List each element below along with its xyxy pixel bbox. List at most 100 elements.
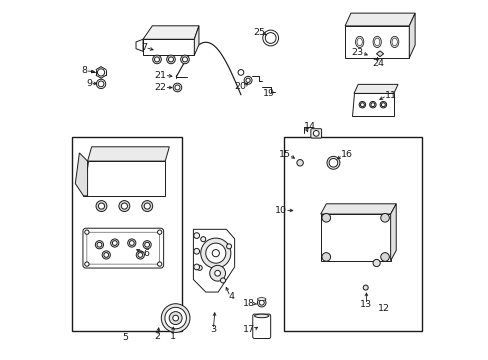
Text: 4: 4 bbox=[228, 292, 234, 301]
Polygon shape bbox=[75, 153, 87, 196]
Polygon shape bbox=[87, 147, 169, 161]
Circle shape bbox=[372, 260, 380, 267]
Circle shape bbox=[129, 240, 134, 246]
Text: 25: 25 bbox=[253, 28, 265, 37]
Circle shape bbox=[193, 248, 199, 254]
Circle shape bbox=[97, 242, 102, 247]
Circle shape bbox=[138, 253, 142, 257]
Circle shape bbox=[328, 158, 337, 167]
Circle shape bbox=[169, 312, 182, 324]
Circle shape bbox=[164, 307, 186, 329]
Polygon shape bbox=[136, 39, 142, 51]
Circle shape bbox=[265, 33, 276, 43]
Circle shape bbox=[321, 253, 330, 261]
Text: 8: 8 bbox=[81, 66, 87, 75]
Circle shape bbox=[381, 103, 385, 107]
Circle shape bbox=[84, 230, 89, 234]
Circle shape bbox=[157, 230, 162, 234]
Polygon shape bbox=[83, 161, 165, 196]
Polygon shape bbox=[376, 51, 383, 57]
Circle shape bbox=[358, 102, 365, 108]
Circle shape bbox=[103, 253, 108, 257]
Text: 13: 13 bbox=[360, 300, 372, 309]
Circle shape bbox=[380, 253, 388, 261]
Polygon shape bbox=[194, 26, 199, 55]
Circle shape bbox=[157, 262, 162, 266]
Circle shape bbox=[379, 102, 386, 108]
Text: 11: 11 bbox=[384, 91, 396, 100]
Text: 14: 14 bbox=[303, 122, 315, 131]
Text: 6: 6 bbox=[143, 249, 149, 258]
Text: 20: 20 bbox=[234, 82, 246, 91]
Ellipse shape bbox=[257, 298, 265, 301]
Circle shape bbox=[380, 213, 388, 222]
Circle shape bbox=[321, 213, 330, 222]
Circle shape bbox=[212, 249, 219, 257]
Circle shape bbox=[205, 243, 225, 263]
Text: 1: 1 bbox=[169, 332, 175, 341]
Circle shape bbox=[244, 76, 251, 84]
Text: 9: 9 bbox=[86, 79, 92, 88]
Bar bbox=[284, 137, 421, 330]
Circle shape bbox=[98, 81, 104, 87]
Circle shape bbox=[180, 55, 189, 64]
Circle shape bbox=[209, 265, 225, 281]
Text: 19: 19 bbox=[263, 89, 275, 98]
Circle shape bbox=[369, 102, 375, 108]
Circle shape bbox=[102, 251, 110, 259]
Circle shape bbox=[257, 298, 265, 307]
Polygon shape bbox=[353, 84, 397, 93]
Circle shape bbox=[142, 201, 152, 212]
Circle shape bbox=[136, 251, 144, 259]
Circle shape bbox=[143, 240, 151, 249]
Circle shape bbox=[127, 239, 136, 247]
Polygon shape bbox=[345, 26, 408, 58]
Polygon shape bbox=[408, 13, 414, 58]
Circle shape bbox=[226, 244, 231, 249]
Circle shape bbox=[197, 265, 202, 270]
FancyBboxPatch shape bbox=[83, 228, 163, 268]
Circle shape bbox=[313, 131, 319, 136]
Circle shape bbox=[360, 103, 364, 107]
Text: 22: 22 bbox=[154, 83, 166, 92]
Circle shape bbox=[370, 103, 374, 107]
Circle shape bbox=[96, 79, 105, 89]
Circle shape bbox=[144, 203, 150, 209]
Circle shape bbox=[110, 239, 119, 247]
Circle shape bbox=[363, 285, 367, 290]
Circle shape bbox=[238, 69, 244, 75]
Ellipse shape bbox=[390, 36, 398, 48]
Circle shape bbox=[201, 237, 205, 242]
Ellipse shape bbox=[355, 36, 363, 48]
Ellipse shape bbox=[372, 36, 381, 48]
Circle shape bbox=[214, 270, 220, 276]
Circle shape bbox=[119, 201, 129, 212]
Circle shape bbox=[152, 55, 161, 64]
Circle shape bbox=[161, 304, 190, 332]
Polygon shape bbox=[193, 229, 234, 292]
Circle shape bbox=[173, 83, 182, 92]
Circle shape bbox=[259, 300, 264, 305]
Text: 10: 10 bbox=[274, 206, 286, 215]
Circle shape bbox=[245, 78, 250, 82]
Text: 12: 12 bbox=[377, 304, 389, 313]
Ellipse shape bbox=[356, 38, 362, 46]
FancyBboxPatch shape bbox=[252, 314, 270, 338]
Circle shape bbox=[98, 203, 104, 209]
Text: 23: 23 bbox=[351, 48, 363, 57]
FancyBboxPatch shape bbox=[310, 129, 321, 138]
Polygon shape bbox=[345, 13, 414, 26]
Circle shape bbox=[182, 57, 187, 62]
Polygon shape bbox=[320, 204, 395, 214]
Text: 7: 7 bbox=[141, 43, 147, 52]
Text: 16: 16 bbox=[340, 150, 352, 159]
Circle shape bbox=[193, 264, 199, 270]
Circle shape bbox=[154, 57, 159, 62]
Circle shape bbox=[96, 201, 107, 212]
Circle shape bbox=[95, 240, 103, 249]
Ellipse shape bbox=[374, 38, 379, 46]
Ellipse shape bbox=[254, 314, 268, 318]
Circle shape bbox=[220, 278, 225, 283]
Circle shape bbox=[262, 30, 278, 46]
Text: 2: 2 bbox=[154, 332, 161, 341]
